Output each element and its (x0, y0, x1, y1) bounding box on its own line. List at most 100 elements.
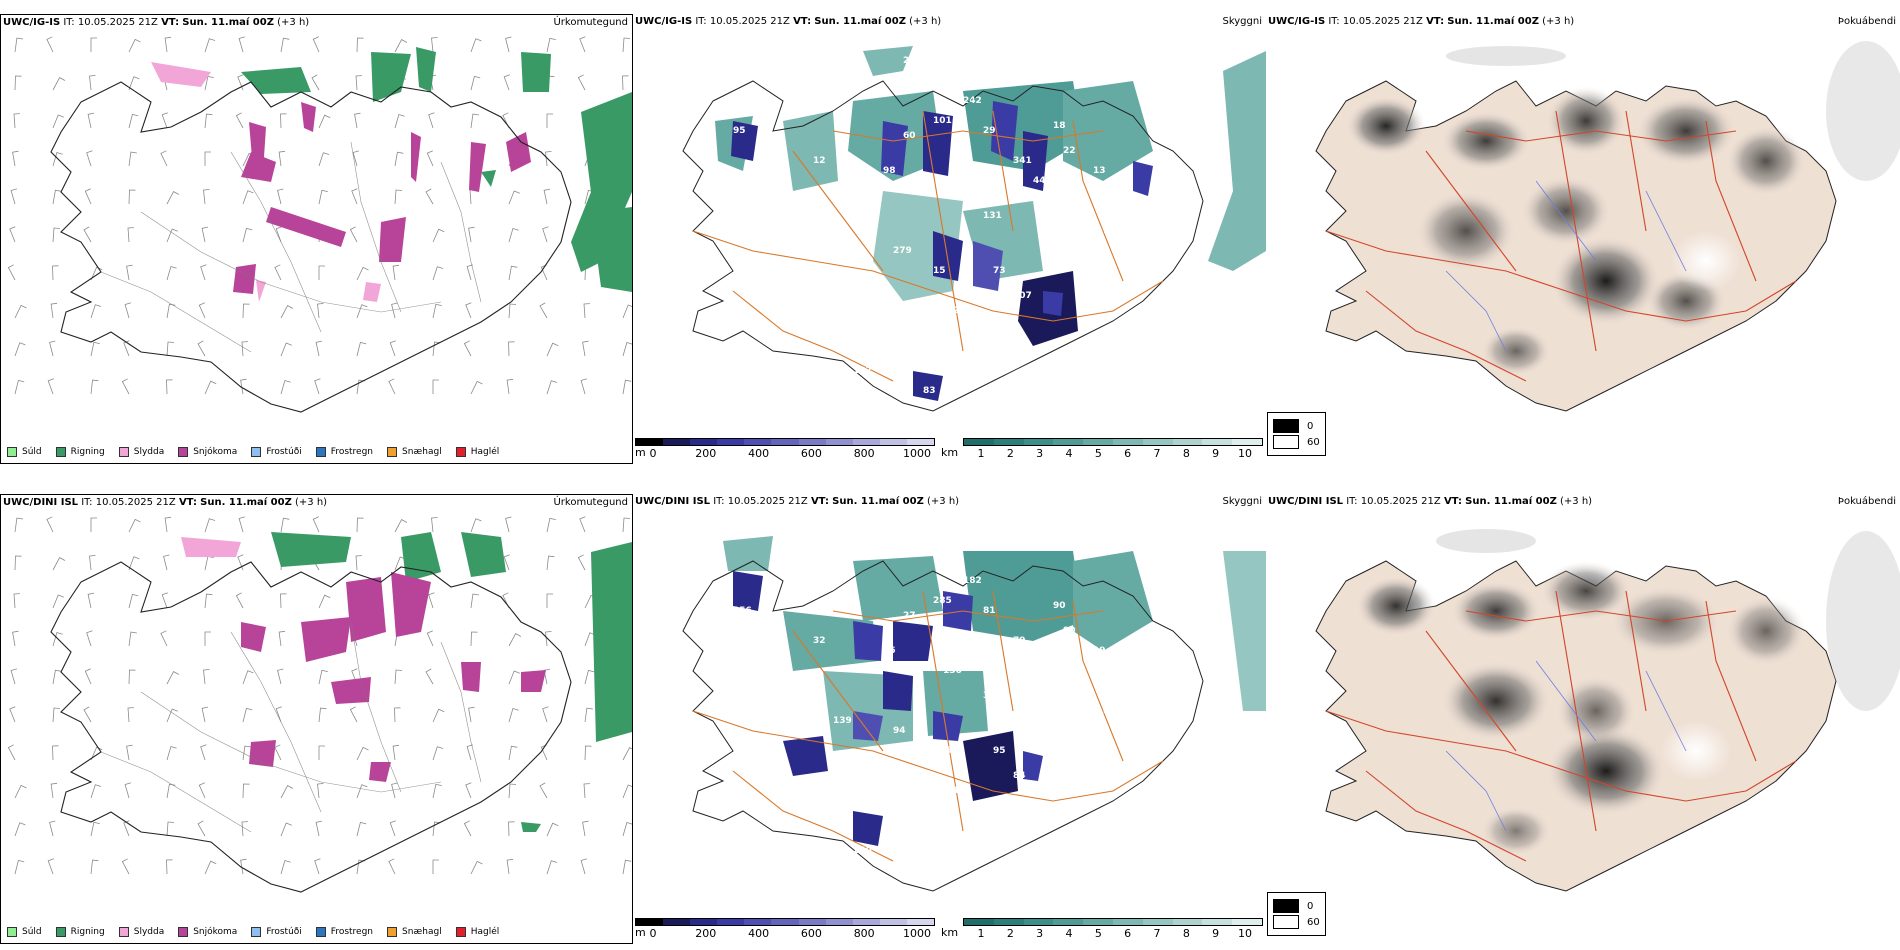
wind-barb (14, 517, 23, 533)
valid-time: Sun. 11.maí 00Z (200, 497, 292, 508)
visibility-value-label: 29 (983, 126, 996, 136)
legend-item: Frostúði (251, 927, 302, 937)
visibility-value-label: 95 (993, 746, 1006, 756)
wind-barb (123, 340, 130, 357)
wind-barb (312, 516, 320, 533)
legend-swatch (315, 927, 326, 937)
model-name: UWC/IG-IS (3, 17, 61, 28)
visibility-value-label: 182 (963, 576, 982, 586)
wind-barb (394, 151, 404, 167)
wind-barb (160, 150, 168, 167)
visibility-value-label: 10 (903, 816, 916, 826)
panel-header: UWC/IG-IS IT: 10.05.2025 21Z VT: Sun. 11… (635, 14, 1264, 30)
legend-swatch (1273, 899, 1299, 913)
visibility-map: 120 10 182 156 27 285 81 90 79 46 136 187 68 32 536 139… (682, 536, 1266, 892)
wind-barb (128, 518, 141, 533)
precip-areas (181, 532, 632, 832)
colorbar-segment (906, 439, 935, 445)
wind-barb (52, 745, 59, 761)
wind-barb (242, 303, 250, 319)
ceiling-colorbar: 0 200 400 600 800 1000 m (635, 438, 935, 460)
wind-barb (394, 39, 408, 53)
wind-barb (47, 858, 54, 875)
wind-barb (315, 820, 323, 837)
colorbar-segment (1232, 439, 1262, 445)
legend-swatch (55, 447, 66, 457)
wind-barb (198, 302, 206, 319)
wind-barb (432, 783, 442, 799)
wind-barb (241, 341, 249, 357)
wind-barb (465, 302, 472, 319)
panel-header: UWC/IG-IS IT: 10.05.2025 21Z VT: Sun. 11… (1268, 14, 1898, 30)
wind-barb (356, 517, 364, 533)
wind-barb (13, 113, 21, 129)
wind-barb (505, 516, 512, 533)
wind-barb (9, 706, 16, 723)
wind-barb (318, 669, 328, 685)
panel-header: UWC/IG-IS IT: 10.05.2025 21Z VT: Sun. 11… (3, 15, 630, 31)
colorbar-segment (717, 919, 745, 925)
visibility-value-label: 32 (983, 691, 996, 701)
visibility-value-label: 185 (933, 746, 952, 756)
fog-legend: 0 60 (1267, 892, 1326, 936)
wind-barb (237, 554, 244, 571)
visibility-value-label: 84 (1013, 771, 1026, 781)
wind-barb (84, 668, 92, 685)
wind-barb (128, 151, 137, 167)
wind-barb (14, 304, 27, 319)
wind-barb (388, 378, 396, 395)
wind-barb (508, 228, 519, 243)
legend-label: Snæhagl (402, 447, 442, 457)
legend-label: Snæhagl (402, 927, 442, 937)
colorbar-tick-label: 1 (977, 447, 985, 460)
colorbar-segment (690, 919, 718, 925)
colorbar-tick-label: 5 (1094, 447, 1102, 460)
wind-barb (200, 264, 207, 281)
wind-barb (508, 341, 515, 357)
wind-barb (280, 113, 287, 129)
precip-areas (151, 47, 632, 302)
wind-barb (432, 341, 441, 357)
legend-label: Frostregn (330, 927, 374, 937)
colorbar-segment (771, 439, 799, 445)
roads (1325, 110, 1797, 382)
visibility-value-label: 90 (1063, 626, 1076, 636)
wind-barb (580, 858, 588, 875)
legend-item: Haglél (455, 447, 499, 457)
wind-barb (52, 265, 59, 281)
colorbar-tick-label: 8 (1182, 927, 1190, 940)
wind-barb (14, 75, 22, 91)
valid-label: VT: (810, 496, 829, 507)
colorbar-tick-label: 10 (1238, 447, 1252, 460)
wind-barb (432, 708, 445, 723)
visibility-value-label: 32 (813, 636, 826, 646)
roads (100, 621, 482, 833)
visibility-colorbar-ticks: 1 2 3 4 5 6 7 8 9 10 (963, 446, 1263, 460)
init-label: IT: (81, 497, 93, 508)
wind-barb (352, 150, 360, 167)
rivers (1445, 180, 1687, 352)
colorbar-tick-label: 800 (853, 447, 875, 460)
wind-barb (583, 783, 591, 799)
wind-barb (242, 227, 253, 243)
ceiling-areas (733, 571, 1043, 846)
model-name: UWC/IG-IS (635, 16, 693, 27)
wind-barb (237, 74, 244, 91)
colorbar-segment (690, 439, 718, 445)
legend-item: Rigning (55, 447, 105, 457)
colorbar-tick-label: 200 (695, 927, 717, 940)
wind-barb (349, 706, 358, 723)
wind-barb (470, 38, 482, 53)
wind-barb (431, 37, 438, 53)
visibility-value-label: 83 (923, 386, 936, 396)
visibility-value-label: 240 (853, 846, 872, 856)
precip-type-map (7, 516, 632, 893)
wind-barb (90, 746, 103, 761)
wind-barb (508, 745, 518, 761)
wind-barb (13, 593, 21, 609)
wind-barb (128, 669, 136, 685)
wind-barb (90, 304, 102, 319)
visibility-value-label: 48 (783, 676, 796, 686)
wind-barb (7, 264, 16, 281)
colorbar-tick-label: 2 (1006, 927, 1014, 940)
